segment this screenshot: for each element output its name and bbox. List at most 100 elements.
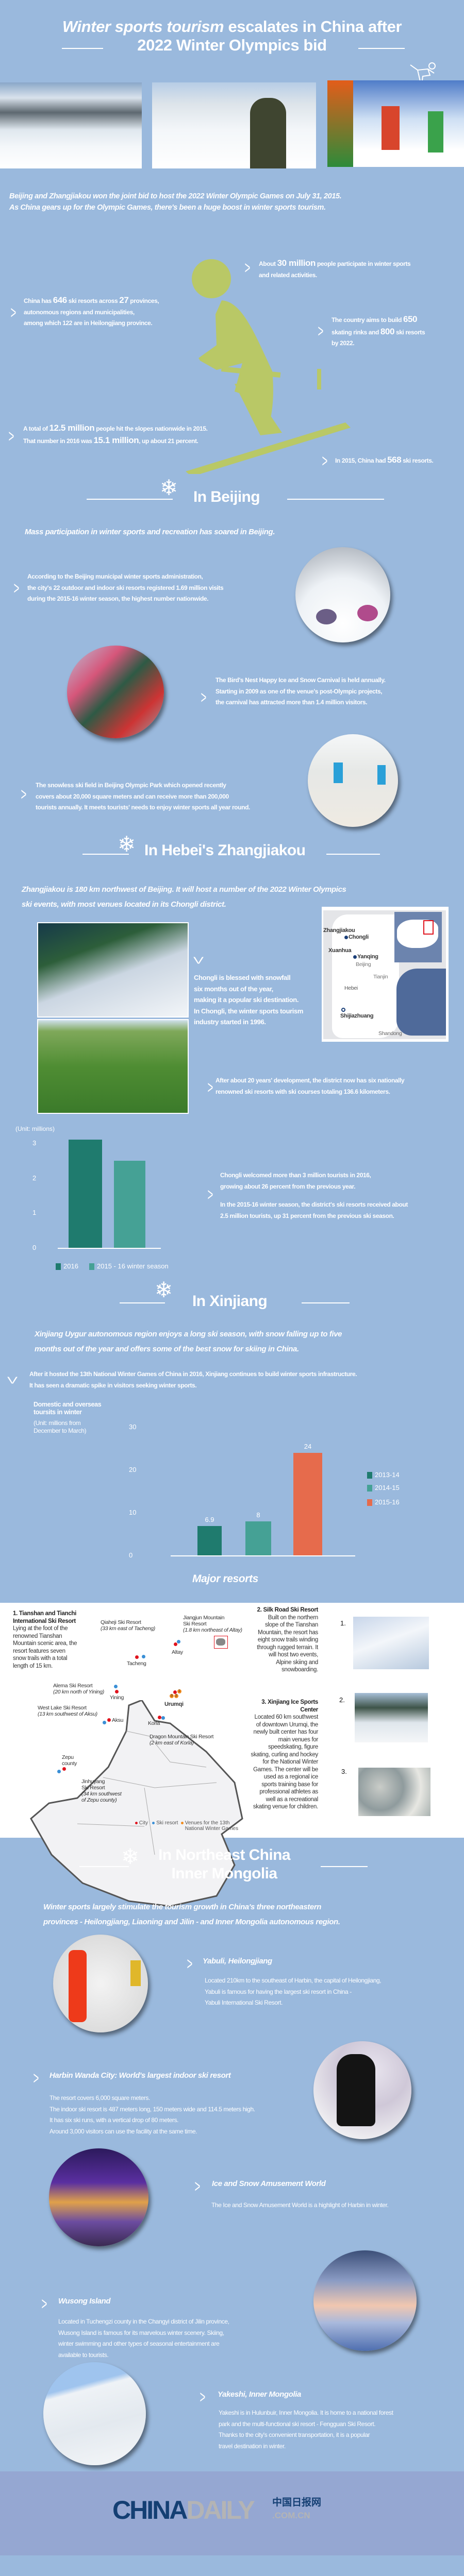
item-text: Yakeshi is in Hulunbuir, Inner Mongolia.…: [219, 2409, 393, 2450]
item-text: Located in Tuchengzi county in the Chang…: [58, 2318, 229, 2359]
resort-text: Located 60 km southwest of downtown Urum…: [251, 1714, 318, 1810]
chevron-right-icon: >: [322, 451, 328, 471]
divider: [321, 1866, 368, 1867]
resort-dot: [142, 1655, 145, 1658]
resort-text: Lying at the foot of the renowned Tiansh…: [13, 1625, 77, 1669]
resort-title: 1. Tianshan and Tianchi International Sk…: [13, 1611, 77, 1624]
chongli-text: Chongli is blessed with snowfall six mont…: [194, 974, 303, 1026]
item-title: Wusong Island: [58, 2297, 111, 2306]
beijing-item-3: The snowless ski field in Beijing Olympi…: [36, 782, 250, 811]
data-label: 8: [256, 1511, 260, 1519]
china-daily-logo[interactable]: CHINADAILY 中国日报网 .COM.CN: [112, 2496, 322, 2524]
photo-ski-slope: [0, 82, 142, 168]
legend-swatch: [367, 1472, 372, 1479]
map-label: Shijiazhuang: [340, 1013, 374, 1019]
beijing-item-2: The Bird's Nest Happy Ice and Snow Carni…: [216, 676, 386, 706]
section-heading-xinjiang: In Xinjiang: [192, 1293, 268, 1310]
divider: [87, 499, 173, 500]
divider: [79, 1866, 129, 1867]
y-tick-label: 1: [32, 1209, 37, 1216]
resort-3: 3. Xinjiang Ice Sports Center Located 60 …: [248, 1699, 318, 1811]
legend-resort: Ski resort: [156, 1820, 178, 1826]
chart2-unit-label: (Unit: millions from December to March): [34, 1419, 87, 1434]
divider: [120, 1302, 165, 1303]
xinjiang-note: After it hosted the 13th National Winter…: [29, 1370, 357, 1389]
legend-label: 2015 - 16 winter season: [97, 1262, 169, 1270]
legend-label: 2015-16: [375, 1498, 400, 1506]
data-label: 24: [304, 1443, 312, 1450]
map-label: Xuanhua: [328, 947, 352, 954]
map-label: Yining: [110, 1694, 124, 1701]
resort-text: Built on the northern slope of the Tians…: [257, 1614, 318, 1673]
map-label-westlake: West Lake Ski Resort (13 km southwest of …: [38, 1705, 97, 1717]
map-label: Korla: [148, 1720, 160, 1726]
map-label: Yanqing: [357, 954, 378, 960]
photo-snow-tubing: [295, 547, 390, 642]
stat-participants: About 30 million people participate in w…: [259, 258, 411, 279]
city-dot: [107, 1718, 111, 1722]
chevron-right-icon: >: [318, 321, 324, 341]
bar: [245, 1521, 271, 1556]
major-resorts-heading: Major resorts: [192, 1573, 258, 1585]
map-label: Hebei: [344, 985, 358, 991]
y-tick-label: 20: [129, 1466, 137, 1473]
bar: [114, 1161, 145, 1248]
legend-label: 2014-15: [375, 1484, 400, 1492]
photo-number: 3.: [341, 1768, 347, 1775]
chevron-down-icon: V: [7, 1375, 18, 1386]
tourists-text: Chongli welcomed more than 3 million tou…: [220, 1172, 408, 1219]
y-tick-label: 0: [32, 1244, 37, 1251]
hebei-lead: Zhangjiakou is 180 km northwest of Beiji…: [22, 885, 346, 909]
snowflake-icon: ❄: [118, 832, 136, 856]
legend-swatch: [367, 1485, 372, 1492]
legend-swatch: [56, 1263, 61, 1270]
xinjiang-lead: Xinjiang Uygur autonomous region enjoys …: [35, 1330, 342, 1353]
resort-dot: [161, 1716, 165, 1720]
map-label-jinhuyang: Jinhuyang Ski Resort (34 km southwest of Ze…: [81, 1778, 122, 1803]
city-dot: [174, 1642, 177, 1646]
item-text: The Ice and Snow Amusement World is a hi…: [211, 2201, 389, 2209]
section-heading-northeast: In Northeast China Inner Mongolia: [158, 1846, 290, 1882]
map-label: Chongli: [349, 934, 369, 940]
divider: [326, 854, 380, 855]
bar: [69, 1140, 102, 1248]
photo-chongli-valley: [37, 1019, 189, 1114]
skier-figure: [186, 259, 351, 474]
resort-dot: [103, 1721, 106, 1724]
photo-resort-2: [355, 1693, 428, 1742]
city-dot: [173, 1690, 177, 1694]
map-label: Shandong: [378, 1030, 402, 1037]
chevron-right-icon: >: [201, 688, 207, 707]
stat-target: The country aims to build 650 skating ri…: [332, 314, 425, 347]
city-dot: [135, 1655, 139, 1659]
photo-resort-3: [358, 1768, 430, 1816]
title-line2: 2022 Winter Olympics bid: [137, 36, 327, 54]
photo-harbin-wanda: [313, 2041, 411, 2139]
map-label-qiaheji: Qiaheji Ski Resort (33 km east of Tacheng…: [101, 1619, 155, 1632]
section-heading-hebei: In Hebei's Zhangjiakou: [144, 842, 306, 859]
photo-number: 1.: [340, 1619, 346, 1627]
bar: [197, 1526, 222, 1556]
map-hebei: Zhangjiakou Chongli Xuanhua Yanqing Beij…: [322, 907, 449, 1042]
intro-line: Beijing and Zhangjiakou won the joint bi…: [9, 192, 342, 200]
data-label: 6.9: [205, 1516, 214, 1523]
resort-2: 2. Silk Road Ski Resort Built on the nort…: [256, 1606, 318, 1674]
divider: [358, 48, 405, 49]
title-rest: escalates in China after: [228, 18, 402, 36]
y-tick-label: 2: [32, 1174, 37, 1182]
legend-label: 2013-14: [375, 1471, 400, 1479]
photo-wusong-island: [313, 2250, 417, 2351]
map-label-alema: Alema Ski Resort (20 km north of Yining): [53, 1683, 104, 1695]
chart1-unit-label: (Unit: millions): [15, 1125, 55, 1132]
intro-line: As China gears up for the Olympic Games,…: [9, 204, 326, 212]
resort-dot: [114, 1685, 118, 1688]
photo-snow-play: [327, 80, 464, 167]
chevron-right-icon: >: [207, 1185, 213, 1205]
photo-chongli-slope: [37, 922, 189, 1018]
map-label: Zhangjiakou: [323, 927, 355, 934]
chevron-right-icon: >: [41, 2294, 47, 2314]
northeast-lead: Winter sports largely stimulate the tour…: [43, 1903, 340, 1926]
resort-1: 1. Tianshan and Tianchi International Sk…: [13, 1610, 80, 1670]
inset-china-map: [394, 912, 442, 962]
item-title: Ice and Snow Amusement World: [212, 2179, 326, 2188]
